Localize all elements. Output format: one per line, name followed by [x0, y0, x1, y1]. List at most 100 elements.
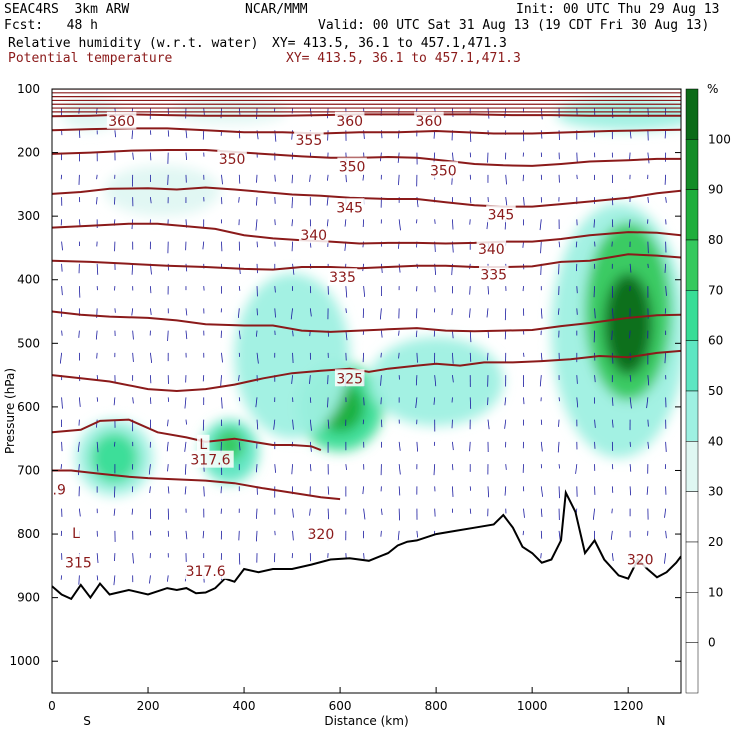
wind-vector	[611, 397, 614, 406]
wind-vector	[184, 441, 187, 452]
wind-vector	[96, 441, 99, 453]
wind-vector	[184, 464, 187, 475]
wind-vector	[327, 486, 330, 495]
wind-vector	[611, 419, 614, 428]
wind-vector	[611, 308, 614, 320]
wind-vector	[398, 352, 400, 359]
wind-vector	[132, 352, 134, 362]
theta-contour-350	[52, 149, 681, 167]
wind-vector	[131, 130, 134, 140]
org-label: NCAR/MMM	[245, 2, 308, 17]
wind-vector	[345, 286, 348, 298]
colorbar-bin	[685, 441, 699, 492]
wind-vector	[664, 352, 667, 364]
wind-vector	[594, 375, 596, 383]
wind-vector	[309, 174, 311, 182]
wind-vector	[629, 464, 632, 472]
wind-vector	[132, 152, 134, 160]
wind-vector	[398, 486, 401, 496]
wind-vector	[398, 330, 400, 336]
wind-vector	[505, 197, 508, 207]
wind-vector	[363, 508, 366, 520]
wind-vector	[220, 375, 222, 387]
wind-vector	[274, 308, 276, 318]
wind-vector	[345, 174, 347, 183]
wind-vector	[469, 352, 472, 362]
y-tick-label: 500	[17, 336, 40, 350]
wind-vector	[292, 530, 294, 541]
x-end-label-left: S	[83, 714, 91, 728]
theta-label: 350	[219, 152, 246, 168]
wind-vector	[487, 108, 490, 119]
wind-vector	[184, 397, 187, 409]
wind-vector	[149, 575, 151, 584]
wind-vector	[452, 375, 454, 383]
wind-vector	[452, 219, 454, 230]
wind-vector	[327, 108, 329, 119]
wind-vector	[132, 330, 134, 340]
y-tick-label: 900	[17, 591, 40, 605]
theta-contour-355	[52, 127, 681, 135]
axes-layer: 100 200 300 400 500 600 700 800 900 1000 0 200 400 60…	[3, 82, 681, 728]
wind-vector	[114, 130, 116, 138]
y-tick-label: 700	[17, 463, 40, 477]
wind-vector	[167, 575, 169, 582]
theta-label: 320	[308, 527, 335, 543]
wind-vector	[664, 553, 667, 564]
field2-xy: XY= 413.5, 36.1 to 457.1,471.3	[286, 51, 521, 66]
theta-label-bg	[334, 111, 365, 129]
rh-blob-6	[234, 273, 350, 439]
y-tick-label: 800	[17, 527, 40, 541]
wind-vector	[629, 375, 632, 382]
theta-label: 360	[336, 114, 363, 130]
wind-vector	[185, 130, 188, 139]
wind-vector	[647, 419, 649, 427]
wind-vector	[309, 508, 311, 516]
theta-contour-345	[52, 186, 681, 208]
x-tick-label: 0	[48, 699, 56, 713]
theta-label: 350	[339, 160, 366, 176]
theta-label-bg	[69, 523, 83, 541]
wind-vector	[593, 286, 595, 298]
valid-time: Valid: 00 UTC Sat 31 Aug 13 (19 CDT Fri …	[318, 18, 710, 33]
colorbar-level-label: 10	[708, 585, 723, 599]
wind-vector	[665, 197, 667, 203]
wind-vector	[61, 241, 63, 251]
wind-vector	[505, 174, 507, 185]
wind-vector	[540, 486, 543, 497]
wind-vector	[611, 352, 614, 364]
wind-vector	[379, 308, 382, 320]
colorbar-bin	[685, 290, 699, 341]
theta-label: 360	[108, 114, 135, 130]
wind-vector	[256, 419, 259, 430]
theta-label-bg	[182, 561, 229, 579]
colorbar-bin	[685, 491, 699, 543]
wind-vector	[292, 352, 294, 364]
wind-vector	[434, 375, 437, 387]
theta-contour-340	[52, 222, 681, 245]
rh-fill-layer	[61, 98, 681, 496]
wind-vector	[576, 375, 578, 384]
terrain-fill	[52, 492, 681, 693]
wind-vector	[238, 553, 241, 565]
y-tick-label: 200	[17, 146, 40, 160]
wind-vector	[274, 464, 276, 473]
theta-label: 340	[478, 242, 505, 258]
wind-vector	[487, 486, 490, 498]
wind-vector	[185, 263, 188, 272]
wind-vector	[327, 174, 329, 181]
wind-vector	[416, 530, 418, 538]
wind-vector	[95, 330, 98, 340]
wind-vector	[452, 486, 454, 497]
theta-label-bg	[625, 550, 655, 568]
wind-vector	[504, 419, 507, 429]
colorbar: % 0 10 20 30 40 50 60 70 80 90 100	[685, 82, 731, 694]
wind-vector	[647, 441, 650, 449]
theta-label-bg	[337, 157, 367, 175]
rh-blob-13	[172, 98, 288, 124]
forecast-hour: Fcst: 48 h	[4, 18, 98, 33]
theta-contour-315	[52, 469, 341, 501]
wind-vector	[540, 241, 542, 254]
theta-label-bg	[414, 111, 444, 129]
colorbar-level-label: 30	[708, 485, 723, 499]
